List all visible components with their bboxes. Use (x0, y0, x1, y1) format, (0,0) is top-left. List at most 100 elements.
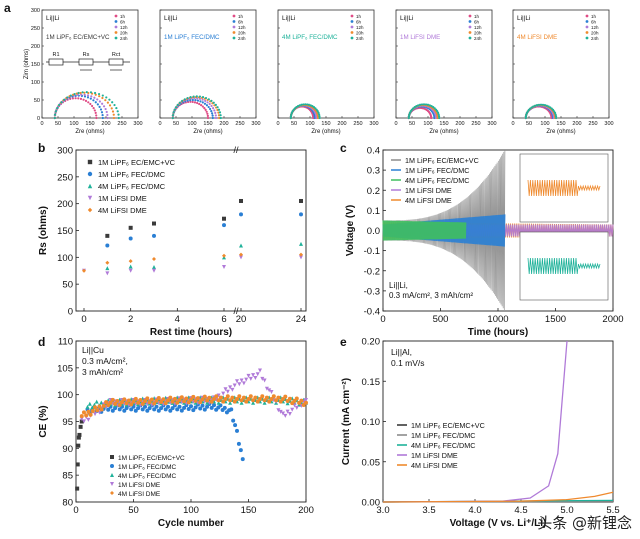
y-tick-label: 50 (62, 280, 73, 291)
ce-point (239, 378, 244, 383)
y-tick-label: 0.4 (367, 146, 380, 157)
ce-point (93, 405, 98, 410)
y-tick-label: 150 (57, 226, 73, 237)
eis-point (191, 98, 194, 102)
axis-break: // (233, 306, 239, 316)
ce-point (232, 383, 237, 388)
electrolyte-label: 1M LiPF₆ FEC/DMC (164, 34, 220, 41)
eis-point (89, 102, 92, 106)
y-axis-label: Rs (ohms) (38, 206, 49, 255)
y-tick-label: -0.4 (364, 307, 380, 318)
resistor-symbol (108, 58, 124, 66)
eis-point (432, 106, 435, 109)
eis-point (214, 111, 217, 114)
ce-point (283, 413, 288, 418)
ce-point (145, 408, 150, 413)
ce-point (75, 462, 80, 467)
legend-label: 24h (120, 36, 128, 41)
ce-point (129, 402, 134, 407)
ce-point (170, 406, 175, 411)
eis-point (205, 104, 209, 107)
eis-point (207, 98, 210, 101)
x-tick-label: 0 (276, 121, 279, 127)
rs-point (239, 252, 243, 257)
eis-point (433, 116, 436, 120)
eis-point (302, 103, 305, 106)
ce-point (290, 407, 295, 412)
eis-point (216, 106, 219, 109)
ce-point (221, 399, 226, 404)
ce-point (228, 400, 233, 405)
ce-point (122, 397, 127, 402)
rs-point (152, 264, 156, 269)
eis-point (176, 103, 179, 106)
eis-point (74, 97, 77, 100)
eis-subplot-3: 0 50 100 150 200 250 300 Zre (ohms) Li||Li 4M LiP… (276, 9, 379, 135)
ce-point (238, 448, 243, 453)
eis-subplot-1: 0 50 100 150 200 250 300 0 50 100 150 200 250 300 Zre … (24, 8, 143, 135)
eis-point (424, 103, 428, 106)
ce-point (87, 401, 92, 406)
eis-point (84, 99, 88, 102)
ce-point (216, 400, 221, 405)
ce-point (88, 412, 93, 417)
ce-point (184, 396, 189, 401)
rs-point (152, 268, 156, 273)
eis-point (106, 113, 109, 117)
eis-point (204, 96, 208, 100)
ce-point (251, 373, 256, 378)
axis-break: // (233, 145, 239, 155)
x-tick-label: 2 (128, 314, 133, 325)
ce-point (262, 400, 267, 405)
ce-point (251, 398, 256, 403)
cell-label: Li||Li (46, 15, 60, 22)
cell-label: Li||Li (517, 15, 531, 22)
legend-label: 24h (591, 36, 599, 41)
eis-point (218, 116, 221, 120)
ce-point (79, 414, 84, 419)
ce-point (115, 399, 120, 404)
eis-point (101, 102, 104, 105)
eis-point (289, 116, 292, 120)
legend-marker (585, 14, 589, 18)
eis-point (213, 109, 216, 112)
eis-subplot-5: 0 50 100 150 200 250 300 Zre (ohms) Li||Li 4M LiF… (511, 9, 614, 135)
ce-point (235, 396, 239, 401)
rs-point (128, 236, 133, 241)
eis-point (530, 106, 533, 109)
ce-point (212, 403, 216, 408)
ce-point (198, 400, 203, 405)
eis-point (206, 101, 209, 104)
ce-point (239, 400, 244, 405)
y-tick-label: 300 (31, 8, 40, 14)
legend-label: 4M LiFSI DME (405, 196, 452, 205)
ce-point (133, 396, 138, 401)
eis-point (56, 106, 59, 110)
rs-point (105, 243, 110, 248)
x-tick-label: 4.5 (514, 505, 527, 516)
ce-point (287, 411, 292, 416)
eis-point (102, 105, 106, 108)
ce-point (76, 443, 81, 448)
ce-plot: d 0 50 100 150 200 80 85 90 95 100 105 110 Cycle numb… (38, 335, 314, 529)
eis-point (77, 91, 80, 95)
cell-label: Li||Li (282, 15, 296, 22)
legend-label: 1M LiPF₆ FEC/DMC (98, 170, 166, 179)
voltage-plot: c 0 500 1000 1500 2000 -0.4 -0.3 -0.2 -0.1 0.0 0.1 0… (340, 141, 624, 338)
eis-point (543, 104, 547, 107)
y-tick-label: 0.3 (367, 166, 380, 177)
eis-point (94, 101, 97, 104)
legend-label: 1M LiFSI DME (98, 194, 147, 203)
ce-point (90, 405, 95, 410)
eis-point (63, 98, 66, 101)
ce-point (246, 396, 251, 401)
legend-marker (87, 159, 93, 165)
eis-point (316, 116, 320, 120)
rs-point (128, 225, 133, 230)
eis-point (104, 99, 107, 102)
eis-point (101, 113, 104, 117)
eis-point (171, 114, 175, 117)
ce-point (145, 396, 150, 401)
ce-point (200, 403, 205, 408)
